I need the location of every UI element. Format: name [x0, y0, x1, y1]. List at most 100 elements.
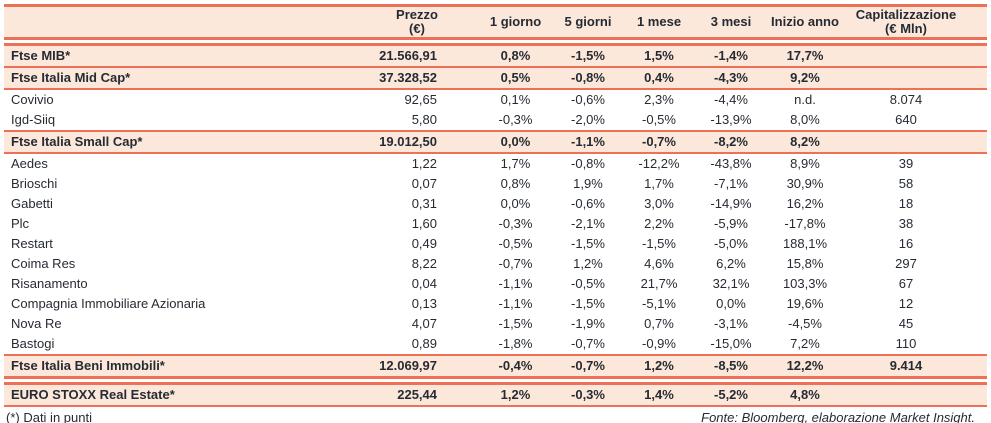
value-cell: 0,8%	[500, 176, 531, 191]
value-cell: -0,5%	[571, 276, 605, 291]
value-cell: 6,2%	[716, 256, 746, 271]
value-cell: 67	[898, 276, 914, 291]
value-cell: -0,8%	[571, 156, 605, 171]
divider-gap	[4, 40, 987, 43]
value-cell: -1,1%	[571, 134, 605, 149]
value-cell: 0,0%	[500, 196, 531, 211]
value-cell: 4,6%	[644, 256, 674, 271]
table-row-compagnia-immobiliare-azionaria: Compagnia Immobiliare Azionaria 0,13 -1,1%…	[4, 294, 987, 314]
value-cell	[843, 385, 987, 405]
name-cell: Risanamento	[11, 276, 88, 291]
divider-rule	[4, 43, 987, 46]
value-cell: -17,8%	[784, 216, 826, 231]
value-cell: 0,89	[411, 336, 437, 351]
table-row-brioschi: Brioschi 0,07 0,8% 1,9% 1,7% -7,1% 30,9% 58	[4, 174, 987, 194]
value-cell: 0,04	[411, 276, 437, 291]
value-cell: -13,9%	[710, 112, 752, 127]
value-cell: 4,07	[411, 316, 437, 331]
table-row-risanamento: Risanamento 0,04 -1,1% -0,5% 21,7% 32,1% 103,3…	[4, 274, 987, 294]
value-cell: 0,8%	[500, 48, 531, 63]
value-cell: -5,9%	[714, 216, 748, 231]
value-cell: -1,1%	[498, 276, 533, 291]
value-cell: -1,5%	[571, 48, 605, 63]
value-cell: 0,07	[411, 176, 437, 191]
value-cell: -0,3%	[571, 387, 605, 402]
column-header: Inizio anno	[771, 14, 839, 29]
column-header: 3 mesi	[710, 14, 752, 29]
value-cell: 0,7%	[644, 316, 674, 331]
value-cell: -0,7%	[571, 336, 605, 351]
value-cell: 12.069,97	[379, 358, 437, 373]
value-cell: 32,1%	[712, 276, 750, 291]
value-cell: 297	[895, 256, 917, 271]
table-row-plc: Plc 1,60 -0,3% -2,1% 2,2% -5,9% -17,8% 38	[4, 214, 987, 234]
value-cell: 225,44	[397, 387, 437, 402]
value-cell: 188,1%	[782, 236, 828, 251]
divider-rule	[4, 376, 987, 379]
value-cell: 5,80	[411, 112, 437, 127]
value-cell: 8,2%	[790, 134, 820, 149]
value-cell: 0,0%	[716, 296, 746, 311]
value-cell: 4,8%	[790, 387, 820, 402]
value-cell: -5,1%	[642, 296, 676, 311]
value-cell: 640	[895, 112, 917, 127]
table-row-euro-stoxx-real-estate: EURO STOXX Real Estate* 225,44 1,2% -0,3% 1,…	[4, 385, 987, 405]
value-cell: -0,6%	[571, 196, 605, 211]
value-cell: 0,5%	[500, 70, 531, 85]
table-row-restart: Restart 0,49 -0,5% -1,5% -1,5% -5,0% 188,1% 16	[4, 234, 987, 254]
value-cell: 9.414	[889, 358, 923, 373]
name-cell: Restart	[11, 236, 53, 251]
name-cell: Coima Res	[11, 256, 76, 271]
value-cell: -1,5%	[498, 316, 533, 331]
value-cell: -0,8%	[571, 70, 605, 85]
value-cell: 8.074	[889, 92, 923, 107]
value-cell: -8,2%	[714, 134, 748, 149]
market-performance-table: Prezzo (€) 1 giorno 5 giorni 1 mese 3 mesi In…	[4, 4, 987, 423]
value-cell: -0,5%	[642, 112, 676, 127]
value-cell: 110	[895, 336, 917, 351]
value-cell	[843, 46, 987, 66]
value-cell: 37.328,52	[379, 70, 437, 85]
value-cell: 1,2%	[500, 387, 531, 402]
value-cell: 2,2%	[644, 216, 674, 231]
name-cell: Covivio	[11, 92, 54, 107]
value-cell: 58	[898, 176, 914, 191]
value-cell: 9,2%	[790, 70, 820, 85]
name-cell: Ftse Italia Beni Immobili*	[11, 358, 165, 373]
table-row-igd-siiq: Igd-Siiq 5,80 -0,3% -2,0% -0,5% -13,9% 8,0% 640	[4, 110, 987, 130]
value-cell: 38	[898, 216, 914, 231]
value-cell: 21.566,91	[379, 48, 437, 63]
table-row-covivio: Covivio 92,65 0,1% -0,6% 2,3% -4,4% n.d. 8.074	[4, 90, 987, 110]
value-cell: 16	[898, 236, 914, 251]
value-cell: 19,6%	[786, 296, 824, 311]
value-cell	[843, 132, 987, 152]
table-row-ftse-mib: Ftse MIB* 21.566,91 0,8% -1,5% 1,5% -1,4% 17,7…	[4, 46, 987, 66]
column-header: Prezzo (€)	[396, 7, 438, 36]
value-cell: 0,13	[411, 296, 437, 311]
value-cell: 17,7%	[786, 48, 824, 63]
value-cell: -12,2%	[638, 156, 680, 171]
divider-rule	[4, 152, 987, 154]
value-cell: -2,1%	[571, 216, 605, 231]
value-cell: -43,8%	[710, 156, 752, 171]
value-cell: 45	[898, 316, 914, 331]
value-cell: 19.012,50	[379, 134, 437, 149]
value-cell: 1,2%	[573, 256, 603, 271]
value-cell: 30,9%	[786, 176, 824, 191]
column-header: 1 mese	[636, 14, 682, 29]
value-cell: 12,2%	[786, 358, 824, 373]
table-row-ftse-italia-small-cap: Ftse Italia Small Cap* 19.012,50 0,0% -1,1%…	[4, 132, 987, 152]
table-row-aedes: Aedes 1,22 1,7% -0,8% -12,2% -43,8% 8,9% 39	[4, 154, 987, 174]
value-cell: -0,3%	[498, 112, 533, 127]
value-cell: 1,60	[411, 216, 437, 231]
value-cell: -0,6%	[571, 92, 605, 107]
name-cell: Gabetti	[11, 196, 53, 211]
name-cell: Compagnia Immobiliare Azionaria	[11, 296, 206, 311]
name-cell: Plc	[11, 216, 30, 231]
value-cell: 0,4%	[644, 70, 674, 85]
value-cell: -4,3%	[714, 70, 748, 85]
value-cell: -0,7%	[642, 134, 676, 149]
value-cell: n.d.	[794, 92, 816, 107]
value-cell: -0,9%	[642, 336, 676, 351]
value-cell: -1,4%	[714, 48, 748, 63]
